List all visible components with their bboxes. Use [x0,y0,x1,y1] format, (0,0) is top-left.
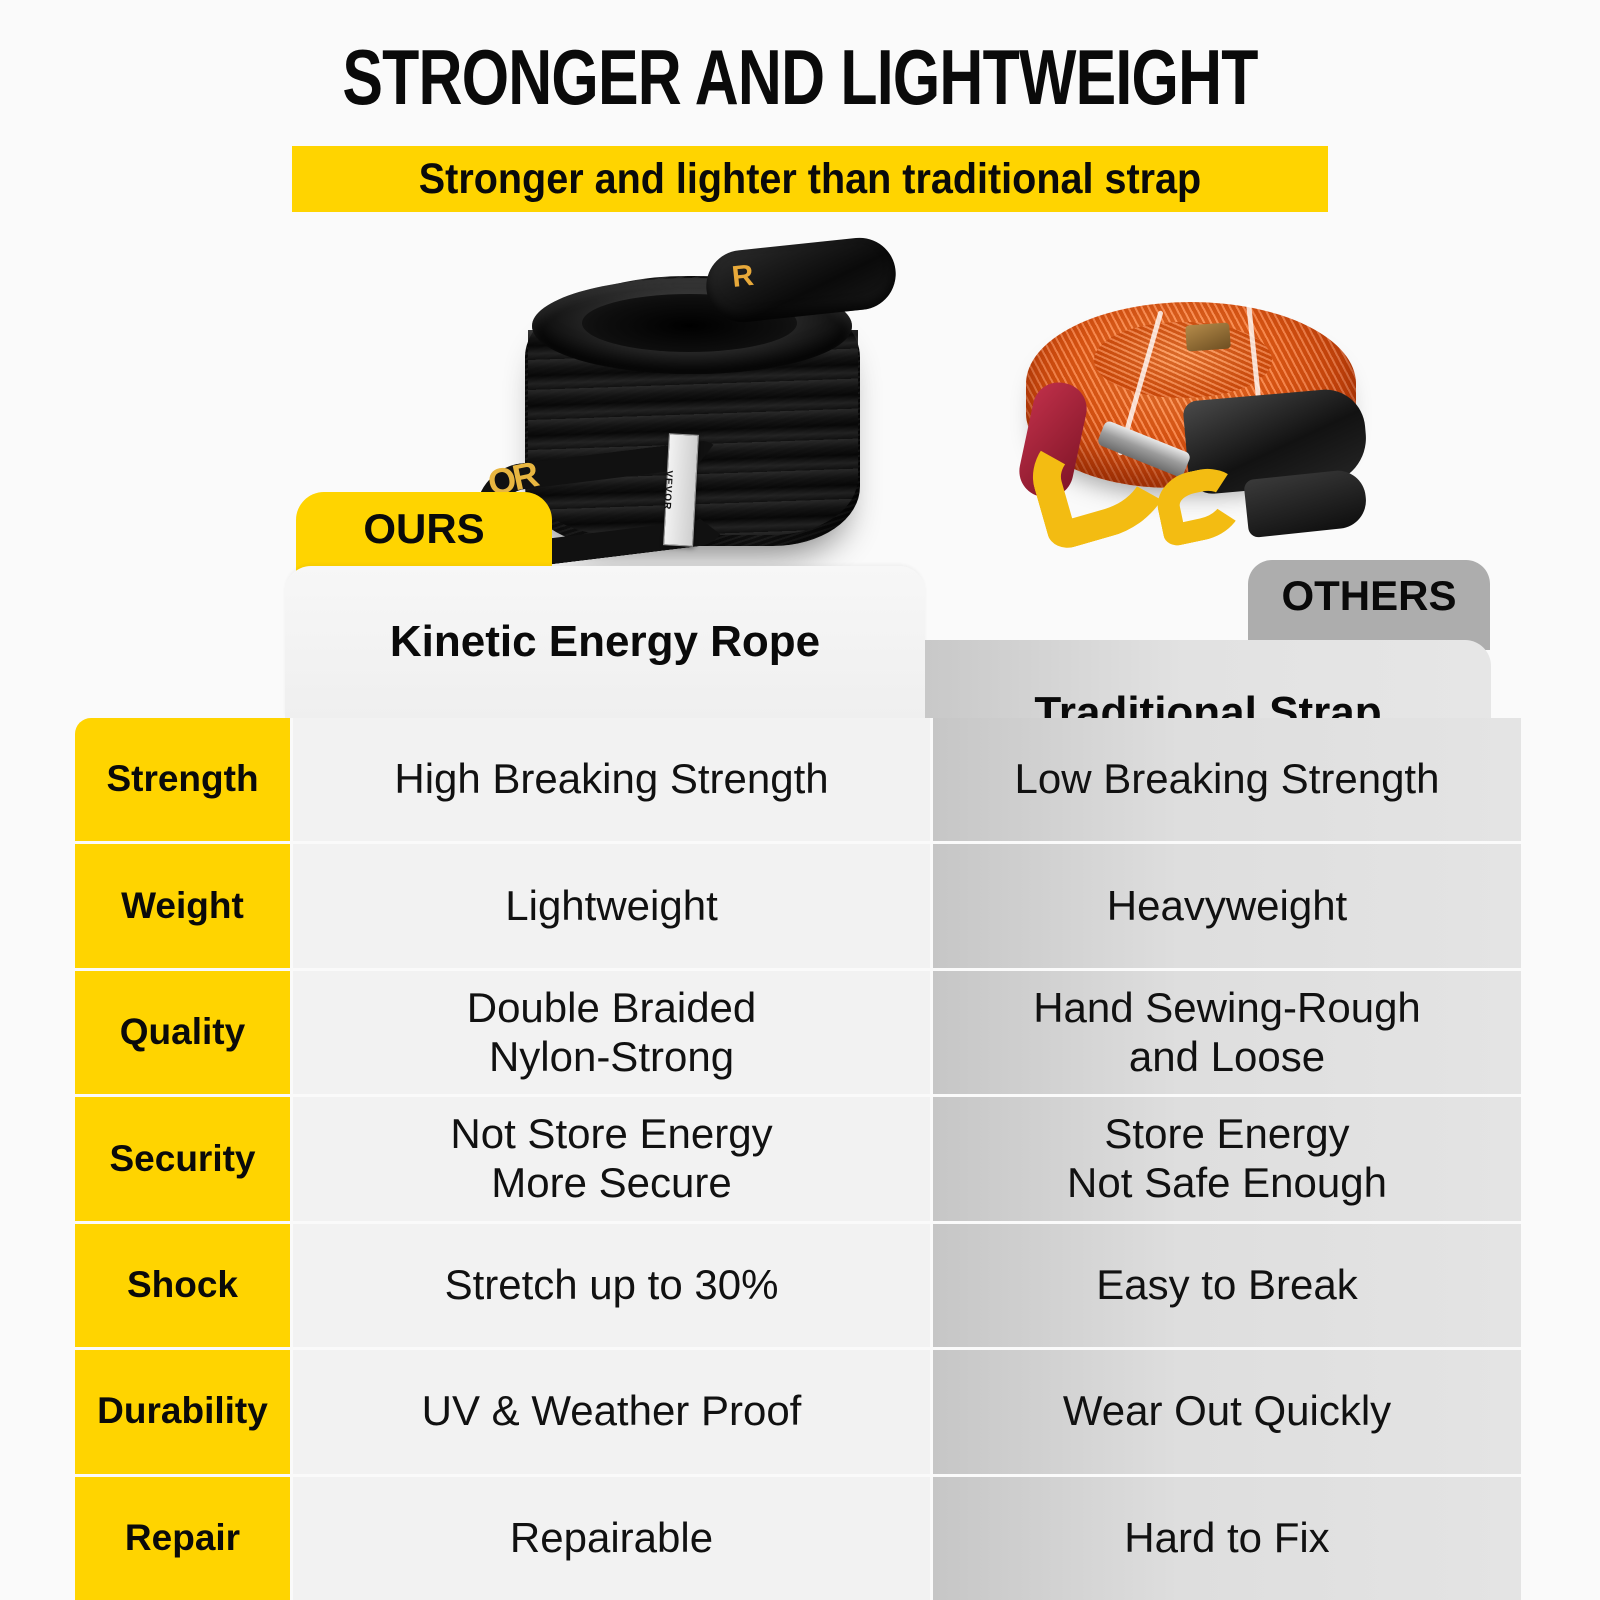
rope-brand-mark-top: R [730,259,754,294]
subtitle-text: Stronger and lighter than traditional st… [418,155,1202,203]
row-label-quality: Quality [75,970,290,1095]
cell-ours-quality-line2: Nylon-Strong [488,1032,735,1080]
table-row: Security Not Store Energy More Secure Store… [75,1094,1521,1221]
table-row: Durability UV & Weather Proof Wear Out Qui… [75,1347,1521,1474]
cell-ours-shock-line1: Stretch up to 30% [444,1261,779,1309]
page-title: STRONGER AND LIGHTWEIGHT [342,33,1258,121]
row-label-security-line1: Security [109,1137,256,1179]
cell-others-quality: Hand Sewing-Rough and Loose [930,970,1521,1095]
subtitle-banner: Stronger and lighter than traditional st… [292,146,1328,212]
vevor-tag-text: VEVOR [660,470,675,511]
row-label-shock: Shock [75,1223,290,1348]
row-label-strength-line1: Strength [106,758,259,800]
cell-others-repair-line1: Hard to Fix [1124,1513,1330,1561]
cell-ours-security-line1: Not Store Energy [450,1110,773,1158]
cell-others-durability-line1: Wear Out Quickly [1062,1387,1392,1435]
cell-ours-repair: Repairable [290,1476,930,1600]
cell-others-security-line2: Not Safe Enough [1067,1158,1387,1206]
table-row: Repair Repairable Hard to Fix [75,1473,1521,1600]
row-label-quality-line1: Quality [119,1011,246,1053]
cell-ours-repair-line1: Repairable [509,1513,714,1561]
cell-ours-quality: Double Braided Nylon-Strong [290,970,930,1095]
comparison-table: Strength High Breaking Strength Low Breaki… [75,718,1521,1600]
cell-others-durability: Wear Out Quickly [930,1350,1521,1474]
cell-ours-durability: UV & Weather Proof [290,1350,930,1474]
row-label-weight: Weight [75,844,290,968]
tab-others[interactable]: OTHERS [1248,560,1490,650]
row-label-repair: Repair [75,1476,290,1600]
table-row: Weight Lightweight Heavyweight [75,841,1521,968]
row-label-security: Security [75,1097,290,1221]
cell-ours-shock: Stretch up to 30% [290,1223,930,1348]
row-label-repair-line1: Repair [124,1516,241,1558]
cell-ours-security-line2: More Secure [491,1158,732,1206]
cell-others-shock-line1: Easy to Break [1096,1261,1358,1309]
cell-others-weight-line1: Heavyweight [1106,881,1348,929]
cell-others-strength: Low Breaking Strength [930,718,1521,842]
row-label-durability-line1: Durability [97,1390,268,1432]
black-hook-bar [1243,467,1369,539]
tab-others-label: OTHERS [1281,572,1457,619]
cell-ours-strength-line1: High Breaking Strength [394,755,829,803]
cell-others-weight: Heavyweight [930,844,1521,968]
row-label-shock-line1: Shock [126,1263,239,1305]
cell-others-quality-line2: and Loose [1128,1032,1326,1080]
table-row: Strength High Breaking Strength Low Breaki… [75,718,1521,842]
table-row: Quality Double Braided Nylon-Strong Hand Se… [75,967,1521,1095]
tab-ours-label: OURS [363,505,485,552]
column-header-ours-title: Kinetic Energy Rope [389,617,821,666]
cell-others-quality-line1: Hand Sewing-Rough [1033,983,1421,1031]
cell-ours-quality-line1: Double Braided [466,983,757,1031]
table-row: Shock Stretch up to 30% Easy to Break [75,1220,1521,1348]
cell-ours-security: Not Store Energy More Secure [290,1097,930,1221]
cell-others-security: Store Energy Not Safe Enough [930,1097,1521,1221]
orange-rope-inner-coil [1094,322,1272,398]
cell-others-repair: Hard to Fix [930,1476,1521,1600]
column-header-ours: Kinetic Energy Rope [285,566,925,718]
row-label-durability: Durability [75,1350,290,1474]
cell-ours-weight-line1: Lightweight [505,881,718,929]
traditional-strap-image [990,296,1390,554]
row-label-weight-line1: Weight [121,884,244,926]
vevor-product-tag: VEVOR [660,433,699,547]
kinetic-energy-rope-image: R OR VEVOR [469,234,940,588]
cell-ours-strength: High Breaking Strength [290,718,930,842]
cell-ours-weight: Lightweight [290,844,930,968]
metal-plate [1185,322,1231,352]
row-label-strength: Strength [75,718,290,842]
cell-ours-durability-line1: UV & Weather Proof [421,1387,802,1435]
cell-others-strength-line1: Low Breaking Strength [1014,755,1440,803]
cell-others-shock: Easy to Break [930,1223,1521,1348]
cell-others-security-line1: Store Energy [1104,1110,1350,1158]
